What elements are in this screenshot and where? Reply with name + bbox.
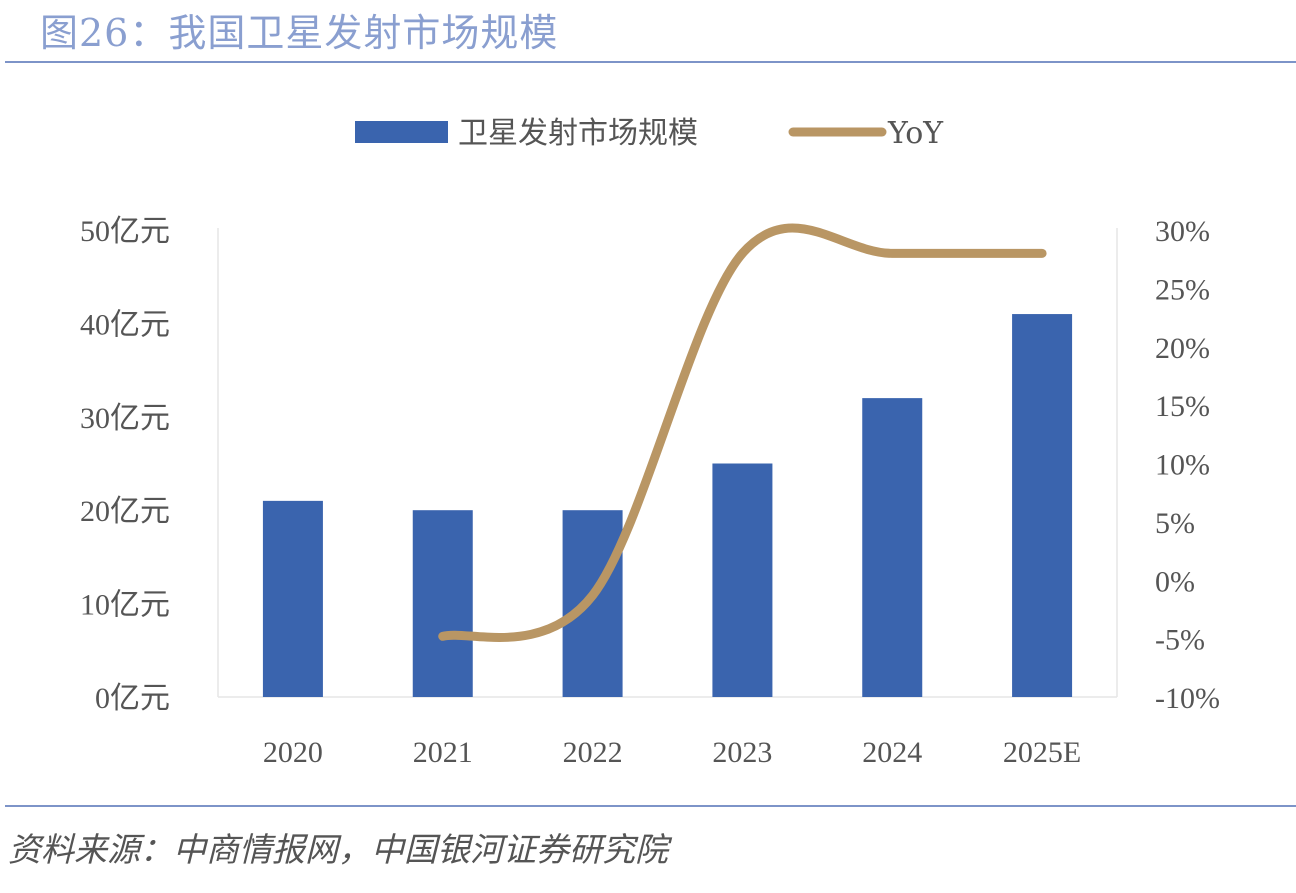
right-tick-label: 25% — [1155, 273, 1210, 306]
left-tick-label: 40亿元 — [80, 308, 170, 341]
legend: 卫星发射市场规模 YoY — [355, 116, 944, 151]
x-tick-label: 2025E — [1003, 736, 1081, 769]
source-note: 资料来源：中商情报网，中国银河证券研究院 — [8, 830, 668, 869]
left-tick-label: 0亿元 — [95, 682, 170, 715]
right-tick-label: 0% — [1155, 565, 1195, 598]
right-tick-label: 5% — [1155, 507, 1195, 540]
right-tick-label: -10% — [1155, 682, 1220, 715]
bar-2025E — [1012, 314, 1073, 697]
x-tick-label: 2024 — [862, 736, 922, 769]
bar-2022 — [562, 510, 623, 697]
x-tick-label: 2020 — [263, 736, 323, 769]
bar-2023 — [712, 463, 773, 697]
left-tick-label: 20亿元 — [80, 495, 170, 528]
legend-bar-label: 卫星发射市场规模 — [458, 116, 698, 151]
legend-bar-swatch — [355, 121, 448, 143]
left-tick-label: 50亿元 — [80, 215, 170, 248]
x-tick-label: 2023 — [712, 736, 772, 769]
right-tick-label: 20% — [1155, 332, 1210, 365]
legend-line-label: YoY — [887, 116, 944, 151]
x-axis-ticks: 2020 2021 2022 2023 2024 2025E — [263, 736, 1081, 769]
yoy-line-layer — [438, 223, 1047, 642]
right-tick-label: 10% — [1155, 449, 1210, 482]
left-tick-label: 10亿元 — [80, 589, 170, 622]
right-tick-label: 15% — [1155, 390, 1210, 423]
left-axis-ticks: 0亿元 10亿元 20亿元 30亿元 40亿元 50亿元 — [80, 215, 170, 715]
right-tick-label: 30% — [1155, 215, 1210, 248]
bar-2021 — [412, 510, 473, 697]
bars — [262, 314, 1073, 697]
right-tick-label: -5% — [1155, 624, 1205, 657]
x-tick-label: 2021 — [413, 736, 473, 769]
bar-2020 — [262, 500, 323, 697]
yoy-line — [438, 223, 1047, 642]
figure-title: 图26：我国卫星发射市场规模 — [40, 11, 559, 55]
x-tick-label: 2022 — [563, 736, 623, 769]
bar-2024 — [862, 398, 923, 697]
left-tick-label: 30亿元 — [80, 402, 170, 435]
top-rule — [5, 61, 1296, 63]
right-axis-ticks: -10% -5% 0% 5% 10% 15% 20% 25% 30% — [1155, 215, 1220, 715]
bottom-rule — [5, 805, 1296, 807]
